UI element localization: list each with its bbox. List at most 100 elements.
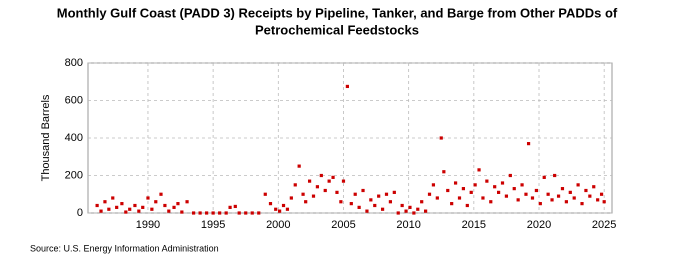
point bbox=[431, 183, 436, 187]
x-tick-label: 2020 bbox=[527, 219, 551, 231]
y-axis-label: Thousand Barrels bbox=[40, 94, 52, 181]
point bbox=[504, 194, 509, 198]
point bbox=[268, 202, 273, 206]
point bbox=[453, 181, 458, 185]
point bbox=[345, 84, 349, 89]
point bbox=[542, 175, 546, 179]
point bbox=[176, 202, 180, 206]
point bbox=[289, 196, 293, 200]
point bbox=[568, 190, 572, 194]
point bbox=[442, 170, 446, 174]
point bbox=[485, 179, 489, 183]
point bbox=[228, 205, 232, 209]
point bbox=[439, 136, 443, 140]
point bbox=[461, 187, 466, 191]
point bbox=[297, 164, 301, 168]
point bbox=[477, 168, 481, 172]
point bbox=[304, 200, 308, 204]
point bbox=[257, 211, 261, 215]
point bbox=[392, 190, 396, 194]
point bbox=[377, 194, 381, 198]
point bbox=[580, 202, 584, 206]
point bbox=[450, 202, 454, 206]
y-tick-label: 200 bbox=[65, 169, 83, 181]
point bbox=[408, 205, 412, 209]
point bbox=[99, 209, 103, 213]
point bbox=[380, 207, 385, 211]
point bbox=[281, 203, 286, 208]
point bbox=[481, 196, 485, 200]
point bbox=[180, 210, 184, 214]
point bbox=[388, 200, 393, 204]
point bbox=[315, 185, 320, 189]
point bbox=[141, 205, 145, 209]
point bbox=[373, 203, 377, 208]
point bbox=[327, 179, 331, 183]
point bbox=[592, 185, 596, 189]
point bbox=[237, 211, 241, 215]
point bbox=[553, 173, 557, 178]
point bbox=[311, 194, 316, 198]
point bbox=[95, 203, 99, 208]
point bbox=[357, 205, 361, 209]
point bbox=[416, 207, 420, 211]
point bbox=[457, 196, 462, 200]
point bbox=[349, 202, 353, 206]
source-note: Source: U.S. Energy Information Administ… bbox=[30, 243, 219, 253]
x-tick-label: 2015 bbox=[462, 219, 486, 231]
point bbox=[396, 211, 400, 215]
point bbox=[172, 205, 176, 209]
point bbox=[150, 207, 154, 211]
point bbox=[596, 198, 600, 202]
point bbox=[530, 196, 535, 200]
point bbox=[556, 194, 561, 198]
point bbox=[496, 190, 501, 194]
point bbox=[278, 209, 282, 213]
point bbox=[137, 209, 141, 213]
point bbox=[564, 200, 568, 204]
point bbox=[103, 200, 107, 204]
point bbox=[263, 192, 267, 196]
point bbox=[435, 196, 439, 200]
x-tick-label: 2000 bbox=[266, 219, 290, 231]
point bbox=[244, 211, 248, 215]
point bbox=[576, 183, 580, 187]
point bbox=[191, 211, 196, 215]
chart-title: Monthly Gulf Coast (PADD 3) Receipts by … bbox=[57, 5, 618, 20]
x-tick-label: 1990 bbox=[136, 219, 160, 231]
point bbox=[154, 200, 158, 204]
point bbox=[111, 196, 115, 200]
point bbox=[293, 183, 297, 187]
point bbox=[159, 192, 163, 196]
point bbox=[323, 188, 327, 193]
point bbox=[500, 181, 505, 185]
point bbox=[307, 179, 312, 183]
point bbox=[146, 196, 150, 200]
point bbox=[602, 200, 606, 204]
point bbox=[124, 210, 128, 214]
point bbox=[115, 205, 119, 209]
point bbox=[233, 204, 237, 209]
point bbox=[489, 200, 493, 204]
point bbox=[365, 209, 369, 213]
point bbox=[512, 187, 516, 191]
point bbox=[133, 203, 137, 208]
point bbox=[473, 183, 477, 187]
point bbox=[508, 173, 512, 178]
point bbox=[128, 207, 132, 211]
point bbox=[198, 211, 202, 215]
point bbox=[167, 209, 171, 213]
x-tick-label: 2005 bbox=[331, 219, 355, 231]
point bbox=[550, 198, 554, 202]
y-tick-label: 400 bbox=[65, 132, 83, 144]
x-tick-label: 2010 bbox=[396, 219, 420, 231]
point bbox=[369, 198, 373, 202]
point bbox=[534, 188, 538, 193]
point bbox=[493, 185, 497, 189]
point bbox=[335, 190, 339, 194]
x-tick-label: 2025 bbox=[592, 219, 616, 231]
point bbox=[120, 202, 124, 206]
point bbox=[404, 209, 408, 213]
point bbox=[424, 209, 428, 213]
